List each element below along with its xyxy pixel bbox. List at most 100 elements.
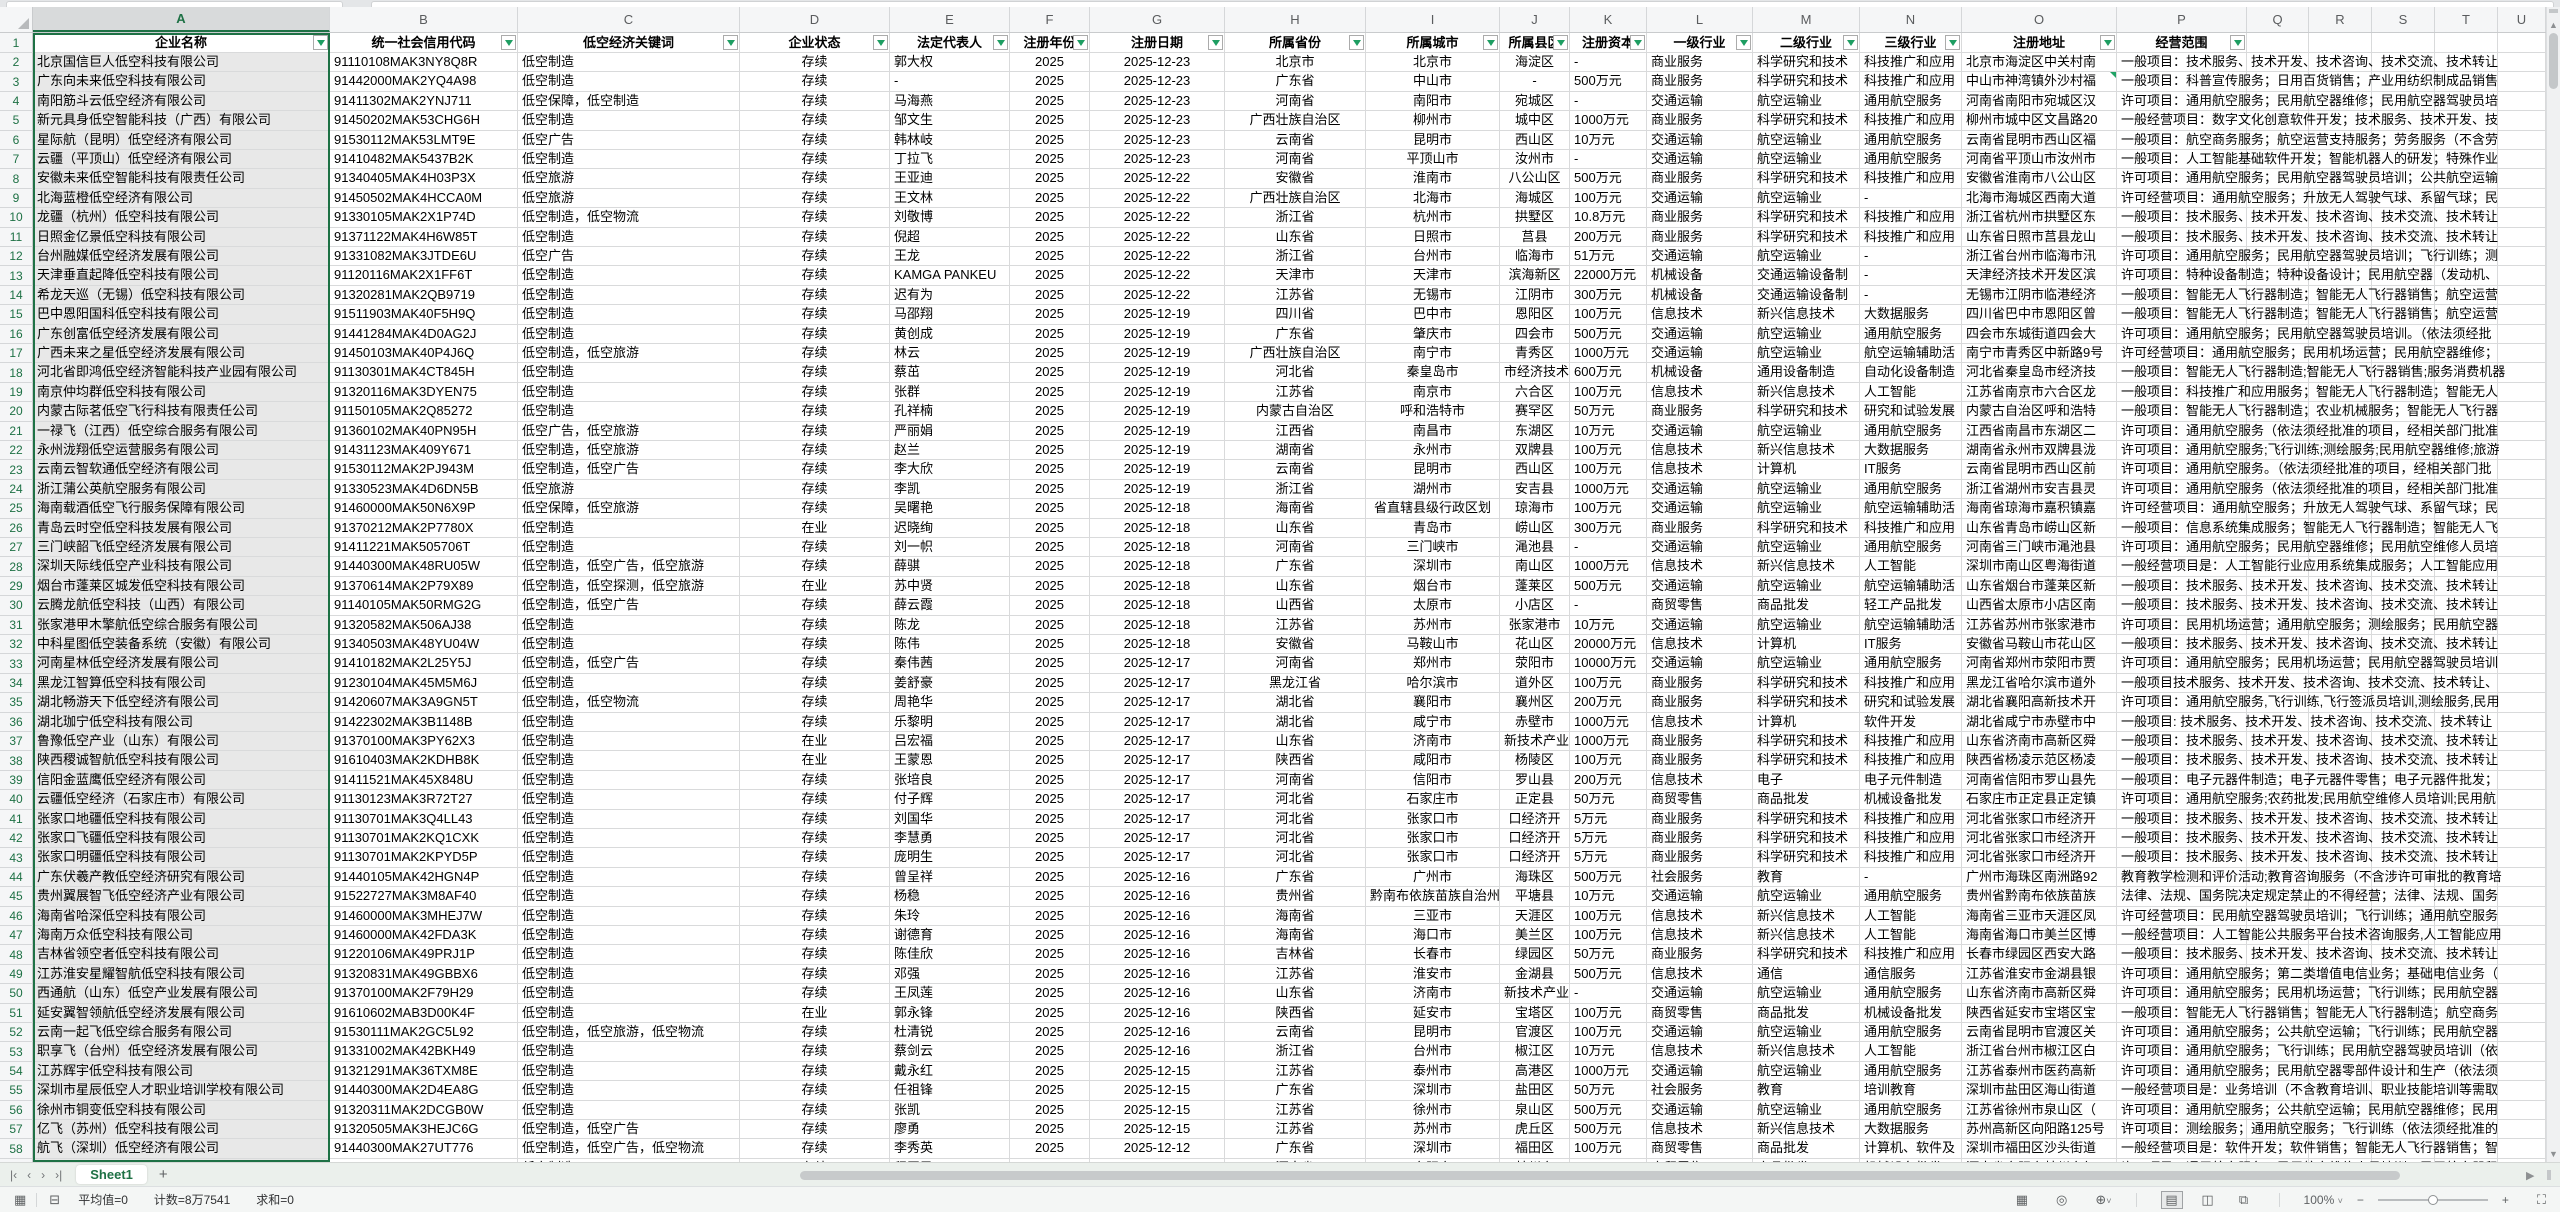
cell-N27[interactable]: 通用航空服务 — [1860, 538, 1962, 558]
cell-T15[interactable] — [2435, 305, 2498, 325]
cell-F17[interactable]: 2025 — [1010, 344, 1090, 364]
cell-S59[interactable] — [2372, 1158, 2435, 1162]
cell-I42[interactable]: 张家口市 — [1366, 829, 1500, 849]
cell-G25[interactable]: 2025-12-18 — [1090, 499, 1225, 519]
cell-U23[interactable] — [2498, 460, 2546, 480]
cell-B41[interactable]: 91130701MAK3Q4LL43 — [330, 809, 518, 829]
cell-A19[interactable]: 南京仲均群低空科技有限公司 — [33, 382, 330, 403]
cell-F59[interactable]: 2025 — [1010, 1158, 1090, 1162]
cell-R19[interactable] — [2309, 382, 2372, 403]
normal-view-icon[interactable]: ▤ — [2160, 1190, 2183, 1209]
cell-B46[interactable]: 91460000MAK3MHEJ7W — [330, 906, 518, 926]
cell-K26[interactable]: 300万元 — [1570, 518, 1647, 538]
cell-S50[interactable] — [2372, 984, 2435, 1004]
cell-L40[interactable]: 商贸零售 — [1647, 790, 1753, 810]
cell-S8[interactable] — [2372, 169, 2435, 189]
eye-protection-icon[interactable]: ◎ — [2056, 1191, 2068, 1207]
cell-T59[interactable] — [2435, 1158, 2498, 1162]
cell-Q18[interactable] — [2247, 363, 2309, 383]
cell-R38[interactable] — [2309, 751, 2372, 771]
cell-M7[interactable]: 航空运输业 — [1753, 150, 1860, 170]
cell-M57[interactable]: 新兴信息技术 — [1753, 1120, 1860, 1140]
cell-P6[interactable]: 一般项目：航空商务服务；航空运营支持服务；劳务服务（不含劳 — [2117, 130, 2498, 150]
cell-G13[interactable]: 2025-12-22 — [1090, 266, 1225, 286]
cell-M9[interactable]: 航空运输业 — [1753, 188, 1860, 209]
cell-K52[interactable]: 100万元 — [1570, 1023, 1647, 1043]
cell-S57[interactable] — [2372, 1120, 2435, 1140]
cell-Q4[interactable] — [2247, 91, 2309, 112]
cell-L28[interactable]: 信息技术 — [1647, 557, 1753, 577]
cell-O18[interactable]: 河北省秦皇岛市经济技 — [1962, 363, 2117, 383]
cell-D23[interactable]: 存续 — [740, 460, 890, 480]
cell-Q17[interactable] — [2247, 344, 2309, 364]
cell-Q52[interactable] — [2247, 1023, 2309, 1043]
cell-H3[interactable]: 广东省 — [1225, 72, 1366, 92]
cell-G27[interactable]: 2025-12-18 — [1090, 538, 1225, 558]
cell-R42[interactable] — [2309, 829, 2372, 849]
cell-U59[interactable] — [2498, 1158, 2546, 1162]
cell-P44[interactable]: 教育教学检测和评价活动;教育咨询服务（不含涉许可审批的教育培 — [2117, 867, 2502, 888]
cell-H21[interactable]: 江西省 — [1225, 421, 1366, 441]
cell-R4[interactable] — [2309, 91, 2372, 112]
cell-B49[interactable]: 91320831MAK49GBBX6 — [330, 964, 518, 985]
cell-C32[interactable]: 低空制造 — [518, 635, 740, 655]
cell-N42[interactable]: 科技推广和应用 — [1860, 829, 1962, 849]
cell-R52[interactable] — [2309, 1023, 2372, 1043]
cell-I11[interactable]: 日照市 — [1366, 227, 1500, 247]
row-header-53[interactable]: 53 — [0, 1042, 33, 1062]
cell-T19[interactable] — [2435, 382, 2498, 403]
cell-B59[interactable]: 91410501MAK32A2N74 — [330, 1158, 518, 1162]
cell-U9[interactable] — [2498, 188, 2546, 209]
cell-C56[interactable]: 低空制造 — [518, 1100, 740, 1120]
cell-D41[interactable]: 存续 — [740, 809, 890, 829]
cell-H2[interactable]: 北京市 — [1225, 53, 1366, 73]
cell-O5[interactable]: 柳州市城中区文昌路20 — [1962, 111, 2117, 131]
cell-K35[interactable]: 200万元 — [1570, 693, 1647, 713]
cell-C43[interactable]: 低空制造 — [518, 848, 740, 868]
cell-S17[interactable] — [2372, 344, 2435, 364]
cell-K40[interactable]: 50万元 — [1570, 790, 1647, 810]
cell-U3[interactable] — [2498, 72, 2546, 92]
cell-A2[interactable]: 北京国信巨人低空科技有限公司 — [33, 53, 330, 73]
cell-R2[interactable] — [2309, 53, 2372, 73]
cell-S58[interactable] — [2372, 1139, 2435, 1159]
cell-R14[interactable] — [2309, 285, 2372, 306]
row-header-12[interactable]: 12 — [0, 247, 33, 267]
cell-C26[interactable]: 低空制造 — [518, 518, 740, 538]
cell-U51[interactable] — [2498, 1003, 2546, 1023]
cell-B42[interactable]: 91130701MAK2KQ1CXK — [330, 829, 518, 849]
cell-Q32[interactable] — [2247, 635, 2309, 655]
cell-K13[interactable]: 22000万元 — [1570, 266, 1647, 286]
row-header-41[interactable]: 41 — [0, 809, 33, 829]
cell-L22[interactable]: 信息技术 — [1647, 441, 1753, 461]
cell-N48[interactable]: 科技推广和应用 — [1860, 945, 1962, 965]
cell-K1[interactable]: 注册资本 — [1570, 33, 1647, 53]
cell-J49[interactable]: 金湖县 — [1500, 964, 1570, 985]
cell-T26[interactable] — [2435, 518, 2498, 538]
cell-H59[interactable]: 河南省 — [1225, 1158, 1366, 1162]
cell-U54[interactable] — [2498, 1061, 2546, 1082]
row-header-15[interactable]: 15 — [0, 305, 33, 325]
row-header-35[interactable]: 35 — [0, 693, 33, 713]
cell-I27[interactable]: 三门峡市 — [1366, 538, 1500, 558]
cell-M32[interactable]: 计算机 — [1753, 635, 1860, 655]
cell-D26[interactable]: 在业 — [740, 518, 890, 538]
cell-N4[interactable]: 通用航空服务 — [1860, 91, 1962, 112]
cell-G42[interactable]: 2025-12-17 — [1090, 829, 1225, 849]
cell-T3[interactable] — [2435, 72, 2498, 92]
cell-E29[interactable]: 苏中贤 — [890, 576, 1010, 597]
cell-S4[interactable] — [2372, 91, 2435, 112]
cell-M2[interactable]: 科学研究和技术 — [1753, 53, 1860, 73]
cell-U24[interactable] — [2498, 479, 2546, 500]
cell-E44[interactable]: 曾呈祥 — [890, 867, 1010, 888]
cell-T8[interactable] — [2435, 169, 2498, 189]
cell-Q56[interactable] — [2247, 1100, 2309, 1120]
cell-U6[interactable] — [2498, 130, 2546, 150]
row-header-16[interactable]: 16 — [0, 324, 33, 344]
cell-D57[interactable]: 存续 — [740, 1120, 890, 1140]
cell-E34[interactable]: 姜舒豪 — [890, 673, 1010, 694]
cell-B14[interactable]: 91320281MAK2QB9719 — [330, 285, 518, 306]
cell-R13[interactable] — [2309, 266, 2372, 286]
cell-E53[interactable]: 蔡剑云 — [890, 1042, 1010, 1062]
cell-D40[interactable]: 存续 — [740, 790, 890, 810]
